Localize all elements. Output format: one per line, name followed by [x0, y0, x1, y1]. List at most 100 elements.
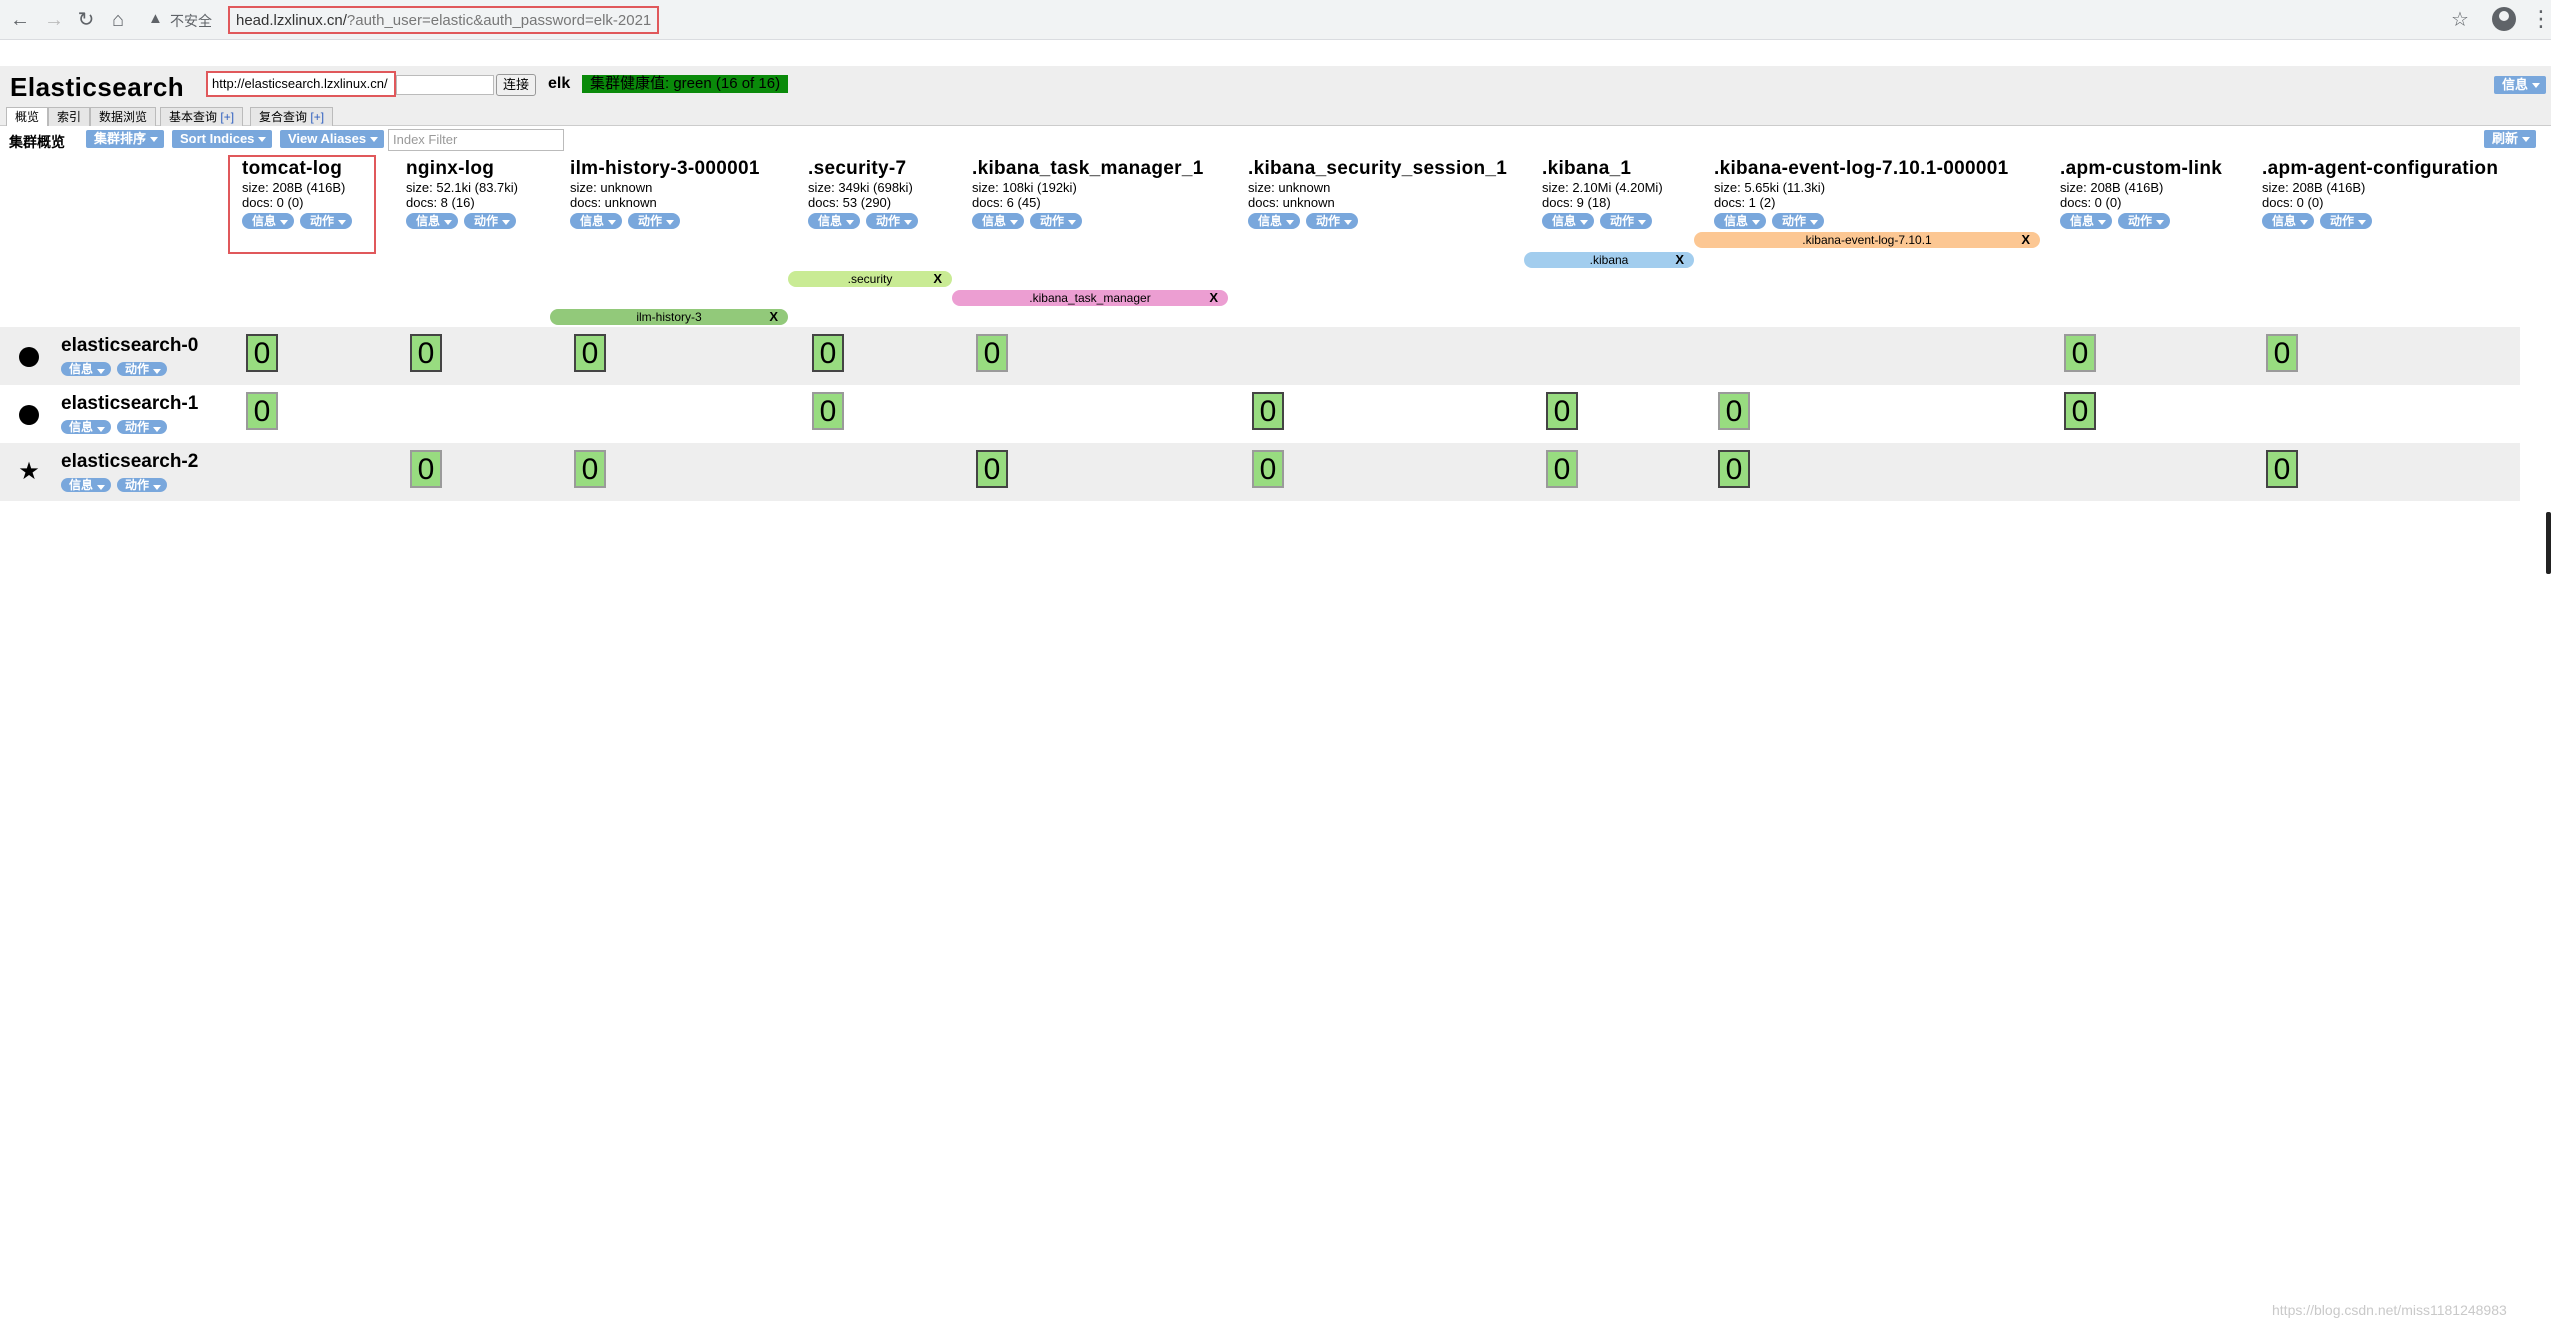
node-actions-button[interactable]: 动作: [117, 420, 168, 434]
shard[interactable]: 0: [246, 334, 278, 372]
shard[interactable]: 0: [1252, 392, 1284, 430]
node-info-button[interactable]: 信息: [61, 420, 112, 434]
alias-kibana[interactable]: .kibana X: [1524, 252, 1694, 268]
remove-alias-icon[interactable]: X: [769, 309, 778, 324]
node-info-button[interactable]: 信息: [61, 478, 112, 492]
tab-compound-query[interactable]: 复合查询 [+]: [250, 107, 334, 126]
bookmark-star-icon[interactable]: ☆: [2451, 9, 2469, 31]
shard[interactable]: 0: [812, 392, 844, 430]
shard[interactable]: 0: [2064, 334, 2096, 372]
index-header-kibana-security-session: .kibana_security_session_1 size: unknown…: [1248, 158, 1507, 230]
index-actions-button[interactable]: 动作: [1030, 213, 1083, 229]
shard[interactable]: 0: [2064, 392, 2096, 430]
index-info-button[interactable]: 信息: [570, 213, 623, 229]
forward-icon[interactable]: →: [44, 9, 64, 31]
index-info-button[interactable]: 信息: [2060, 213, 2113, 229]
app-title: Elasticsearch: [10, 72, 185, 102]
index-actions-button[interactable]: 动作: [2320, 213, 2373, 229]
cluster-sort-button[interactable]: 集群排序: [86, 130, 165, 148]
tab-basic-query[interactable]: 基本查询 [+]: [160, 107, 244, 126]
refresh-button[interactable]: 刷新: [2484, 130, 2537, 148]
index-info-button[interactable]: 信息: [1248, 213, 1301, 229]
shard[interactable]: 0: [574, 450, 606, 488]
index-size: size: 108ki (192ki): [972, 180, 1077, 195]
index-actions-button[interactable]: 动作: [1306, 213, 1359, 229]
index-actions-button[interactable]: 动作: [300, 213, 353, 229]
sort-indices-button[interactable]: Sort Indices: [172, 130, 273, 148]
alias-kibana-event-log[interactable]: .kibana-event-log-7.10.1 X: [1694, 232, 2040, 248]
shard[interactable]: 0: [410, 334, 442, 372]
index-name: .apm-custom-link: [2060, 158, 2223, 179]
index-actions-button[interactable]: 动作: [1772, 213, 1825, 229]
index-docs: docs: 0 (0): [2060, 195, 2122, 210]
index-header-ilm-history: ilm-history-3-000001 size: unknown docs:…: [570, 158, 760, 230]
node-actions-button[interactable]: 动作: [117, 478, 168, 492]
alias-kibana-task-manager[interactable]: .kibana_task_manager X: [952, 290, 1228, 306]
tab-compound-query-plus[interactable]: [+]: [310, 110, 325, 124]
scrollbar[interactable]: [2546, 512, 2551, 574]
remove-alias-icon[interactable]: X: [2021, 232, 2030, 247]
browser-toolbar: ← → ↻ ⌂ ▲ 不安全 head.lzxlinux.cn/?auth_use…: [0, 0, 2551, 40]
index-docs: docs: 0 (0): [2262, 195, 2324, 210]
tab-overview[interactable]: 概览: [6, 107, 49, 126]
index-info-button[interactable]: 信息: [972, 213, 1025, 229]
shard[interactable]: 0: [1718, 392, 1750, 430]
node-actions-button[interactable]: 动作: [117, 362, 168, 376]
tab-browser[interactable]: 数据浏览: [90, 107, 157, 126]
view-aliases-button[interactable]: View Aliases: [280, 130, 385, 148]
alias-ilm-history[interactable]: ilm-history-3 X: [550, 309, 788, 325]
node-info-button[interactable]: 信息: [61, 362, 112, 376]
index-info-button[interactable]: 信息: [406, 213, 459, 229]
shard[interactable]: 0: [812, 334, 844, 372]
menu-kebab-icon[interactable]: ⋮: [2530, 6, 2551, 31]
index-name: .apm-agent-configuration: [2262, 158, 2499, 179]
shard[interactable]: 0: [2266, 450, 2298, 488]
index-actions-button[interactable]: 动作: [628, 213, 681, 229]
shard[interactable]: 0: [410, 450, 442, 488]
index-filter-input[interactable]: Index Filter: [388, 129, 564, 151]
cluster-name: elk: [548, 75, 571, 92]
address-bar[interactable]: ▲ 不安全 head.lzxlinux.cn/?auth_user=elasti…: [140, 5, 2470, 35]
tab-basic-query-plus[interactable]: [+]: [220, 110, 235, 124]
index-actions-button[interactable]: 动作: [866, 213, 919, 229]
index-actions-button[interactable]: 动作: [2118, 213, 2171, 229]
tab-indices[interactable]: 索引: [48, 107, 91, 126]
shard[interactable]: 0: [976, 334, 1008, 372]
index-info-button[interactable]: 信息: [2262, 213, 2315, 229]
index-docs: docs: 9 (18): [1542, 195, 1611, 210]
shard[interactable]: 0: [1718, 450, 1750, 488]
index-header-apm-agent-configuration: .apm-agent-configuration size: 208B (416…: [2262, 158, 2498, 230]
home-icon[interactable]: ⌂: [111, 9, 125, 31]
index-info-button[interactable]: 信息: [1714, 213, 1767, 229]
cluster-url-input-extension[interactable]: [396, 75, 494, 95]
shard[interactable]: 0: [1252, 450, 1284, 488]
star-icon: ★: [18, 458, 40, 485]
shard[interactable]: 0: [976, 450, 1008, 488]
index-actions-button[interactable]: 动作: [1600, 213, 1653, 229]
info-menu-button[interactable]: 信息: [2494, 76, 2547, 94]
shard[interactable]: 0: [246, 392, 278, 430]
shard[interactable]: 0: [2266, 334, 2298, 372]
remove-alias-icon[interactable]: X: [1209, 290, 1218, 305]
profile-avatar-icon[interactable]: [2492, 7, 2516, 31]
connect-button[interactable]: 连接: [496, 74, 536, 96]
index-docs: docs: 6 (45): [972, 195, 1041, 210]
back-icon[interactable]: ←: [10, 9, 30, 31]
index-size: size: 208B (416B): [2262, 180, 2366, 195]
shard[interactable]: 0: [1546, 450, 1578, 488]
index-info-button[interactable]: 信息: [1542, 213, 1595, 229]
index-name: .kibana_security_session_1: [1248, 158, 1508, 179]
cluster-url-input[interactable]: http://elasticsearch.lzxlinux.cn/: [206, 71, 396, 97]
shard[interactable]: 0: [574, 334, 606, 372]
index-actions-button[interactable]: 动作: [464, 213, 517, 229]
remove-alias-icon[interactable]: X: [1675, 252, 1684, 267]
alias-security[interactable]: .security X: [788, 271, 952, 287]
url-text[interactable]: head.lzxlinux.cn/?auth_user=elastic&auth…: [228, 6, 660, 34]
index-info-button[interactable]: 信息: [808, 213, 861, 229]
index-info-button[interactable]: 信息: [242, 213, 295, 229]
reload-icon[interactable]: ↻: [77, 9, 95, 31]
index-size: size: 52.1ki (83.7ki): [406, 180, 518, 195]
remove-alias-icon[interactable]: X: [933, 271, 942, 286]
shard[interactable]: 0: [1546, 392, 1578, 430]
cluster-health-badge: 集群健康值: green (16 of 16): [582, 75, 789, 93]
